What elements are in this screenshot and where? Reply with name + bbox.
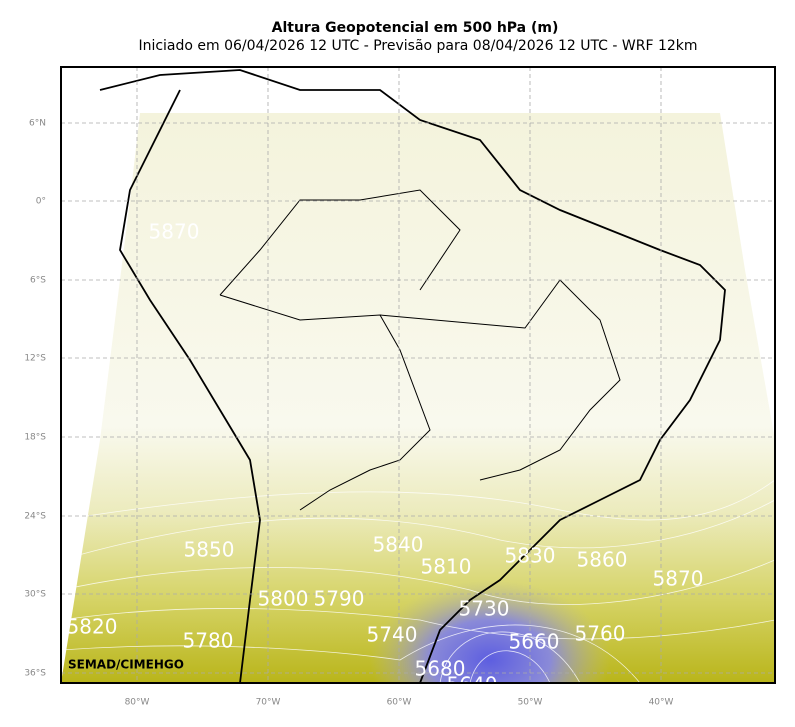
- contour-label: 5760: [575, 622, 626, 646]
- contour-label: 5810: [421, 555, 472, 579]
- grid: [61, 67, 775, 683]
- lat-label: 18°S: [24, 433, 46, 443]
- contours: [61, 479, 775, 683]
- lon-label: 60°W: [387, 698, 412, 708]
- contour-label: 5740: [367, 623, 418, 647]
- lat-label: 24°S: [24, 512, 46, 522]
- contour-label: 5830: [505, 544, 556, 568]
- map-area: 5870 5850 5840 5830 5860 5870 5810 5800 5790 5730…: [61, 67, 775, 697]
- frame: [60, 66, 776, 684]
- contour-label: 5640: [447, 673, 498, 697]
- coastline: [99, 69, 726, 683]
- contour-label: 5730: [459, 597, 510, 621]
- lon-label: 50°W: [518, 698, 543, 708]
- lat-label: 30°S: [24, 590, 46, 600]
- contour-label: 5780: [183, 629, 234, 653]
- lat-label: 6°N: [29, 119, 46, 129]
- contour-label: 5870: [149, 220, 200, 244]
- contour-label: 5790: [314, 587, 365, 611]
- subtitle: Iniciado em 06/04/2026 12 UTC - Previsão…: [138, 38, 697, 54]
- title: Altura Geopotencial em 500 hPa (m): [272, 20, 559, 36]
- contour-label: 5660: [509, 630, 560, 654]
- contour-label: 5860: [577, 548, 628, 572]
- contour-label: 5820: [67, 615, 118, 639]
- ticks: 6°N 0° 6°S 12°S 18°S 24°S 30°S 36°S 80°W 70°W 60°W…: [24, 119, 673, 708]
- lon-label: 70°W: [256, 698, 281, 708]
- contour-label: 5850: [184, 538, 235, 562]
- lat-label: 12°S: [24, 354, 46, 364]
- lat-label: 36°S: [24, 669, 46, 679]
- contour-labels: 5870 5850 5840 5830 5860 5870 5810 5800 5790 5730…: [67, 220, 704, 697]
- credit: SEMAD/CIMEHGO: [68, 658, 184, 672]
- borders: [219, 189, 621, 511]
- contour-label: 5800: [258, 587, 309, 611]
- contour-label: 5840: [373, 533, 424, 557]
- contour-label: 5680: [415, 657, 466, 681]
- lat-label: 0°: [36, 197, 46, 207]
- contour-label: 5870: [653, 567, 704, 591]
- lat-label: 6°S: [30, 276, 46, 286]
- lon-label: 40°W: [649, 698, 674, 708]
- lon-label: 80°W: [125, 698, 150, 708]
